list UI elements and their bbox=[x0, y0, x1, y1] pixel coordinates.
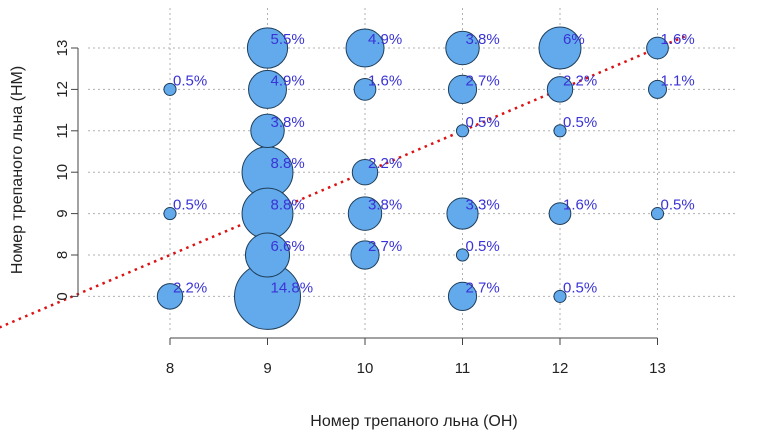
bubble-label: 0.5% bbox=[173, 197, 207, 214]
bubble bbox=[248, 69, 287, 109]
bubble-label: 6.6% bbox=[271, 238, 305, 255]
bubble bbox=[350, 240, 380, 270]
bubble bbox=[447, 74, 478, 104]
x-axis: 8 9 10 11 12 13 bbox=[166, 337, 666, 377]
bubble bbox=[347, 196, 383, 231]
bubble-label: 0.5% bbox=[563, 114, 597, 131]
y-tick-label: 12 bbox=[54, 81, 71, 98]
y-axis-title: Номер трепаного льна (НМ) bbox=[9, 66, 26, 274]
bubble bbox=[538, 26, 582, 70]
bubble bbox=[163, 207, 177, 221]
bubble-label: 0.5% bbox=[661, 197, 695, 214]
bubble-label: 2.7% bbox=[466, 279, 500, 296]
bubble bbox=[156, 283, 184, 310]
bubble bbox=[553, 289, 567, 303]
y-tick-label: 9 bbox=[54, 209, 71, 217]
bubble-label: 1.6% bbox=[368, 72, 402, 89]
bubble bbox=[446, 197, 479, 230]
bubble bbox=[646, 36, 669, 60]
bubble-label: 14.8% bbox=[271, 279, 314, 296]
bubble bbox=[445, 30, 480, 66]
trend-line-group bbox=[0, 34, 688, 329]
bubble-label: 0.5% bbox=[466, 238, 500, 255]
bubble bbox=[351, 158, 379, 186]
bubble-label: 1.6% bbox=[661, 31, 695, 48]
bubble bbox=[250, 113, 285, 149]
bubble bbox=[353, 78, 377, 101]
y-tick-label: 11 bbox=[54, 123, 71, 139]
bubble-label: 2.2% bbox=[368, 155, 402, 172]
bubble-label: 2.2% bbox=[563, 72, 597, 89]
bubble-label: 8.8% bbox=[271, 197, 305, 214]
x-tick-label: 12 bbox=[552, 360, 569, 377]
bubble-label: 4.9% bbox=[271, 72, 305, 89]
y-tick-label: 8 bbox=[54, 251, 71, 259]
trend-line bbox=[0, 34, 688, 329]
bubble-label: 3.3% bbox=[466, 197, 500, 214]
bubble bbox=[553, 124, 567, 138]
bubble bbox=[345, 28, 385, 68]
x-tick-label: 10 bbox=[357, 360, 374, 377]
bubble-label: 0.5% bbox=[173, 72, 207, 89]
bubble bbox=[648, 79, 667, 99]
bubbles bbox=[156, 26, 669, 330]
y-axis: 0 8 9 10 11 12 13 bbox=[54, 40, 79, 301]
bubble-label: 2.7% bbox=[368, 238, 402, 255]
bubble-label: 0.5% bbox=[466, 114, 500, 131]
x-tick-label: 13 bbox=[649, 360, 666, 377]
bubble-label: 2.7% bbox=[466, 72, 500, 89]
y-tick-label: 13 bbox=[54, 40, 71, 57]
bubble bbox=[163, 82, 177, 96]
bubble bbox=[244, 232, 291, 278]
bubble-label: 3.8% bbox=[466, 31, 500, 48]
x-tick-label: 8 bbox=[166, 360, 174, 377]
bubble-label: 0.5% bbox=[563, 279, 597, 296]
x-tick-label: 11 bbox=[455, 360, 471, 377]
bubble-label: 1.6% bbox=[563, 197, 597, 214]
bubble-label: 8.8% bbox=[271, 155, 305, 172]
x-axis-title: Номер трепаного льна (ОН) bbox=[310, 413, 517, 430]
bubble bbox=[455, 248, 470, 262]
bubble-label: 3.8% bbox=[368, 197, 402, 214]
bubble-label: 3.8% bbox=[271, 114, 305, 131]
bubble bbox=[548, 202, 572, 225]
bubble-label: 4.9% bbox=[368, 31, 402, 48]
bubble-label: 5.5% bbox=[271, 31, 305, 48]
bubble-label: 1.1% bbox=[661, 72, 695, 89]
bubble bbox=[546, 76, 574, 103]
y-tick-label: 0 bbox=[54, 292, 71, 300]
bubble bbox=[650, 207, 665, 221]
bubble-label: 2.2% bbox=[173, 279, 207, 296]
bubble-label: 6% bbox=[563, 31, 585, 48]
bubble bbox=[447, 281, 478, 311]
bubble bbox=[246, 27, 289, 69]
data-labels: 0.5% 0.5% 2.2% 5.5% 4.9% 3.8% 8.8% 8.8% 6.6% 14.8… bbox=[173, 31, 695, 296]
y-tick-label: 10 bbox=[54, 164, 71, 181]
bubble bbox=[455, 124, 470, 138]
x-tick-label: 9 bbox=[263, 360, 271, 377]
